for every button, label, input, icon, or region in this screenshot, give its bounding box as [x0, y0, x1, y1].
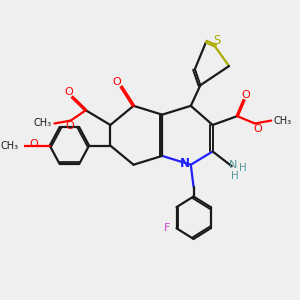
Text: CH₃: CH₃ [34, 118, 52, 128]
Text: CH₃: CH₃ [274, 116, 292, 126]
Text: F: F [164, 223, 170, 233]
Text: O: O [113, 77, 122, 87]
Text: N: N [180, 157, 190, 170]
Text: CH₃: CH₃ [1, 141, 19, 151]
Text: O: O [64, 87, 73, 97]
Text: O: O [30, 139, 39, 149]
Text: N: N [229, 160, 237, 170]
Text: H: H [239, 163, 247, 173]
Text: H: H [231, 171, 239, 181]
Text: O: O [241, 90, 250, 100]
Text: S: S [213, 34, 220, 47]
Text: O: O [66, 122, 75, 131]
Text: O: O [253, 124, 262, 134]
